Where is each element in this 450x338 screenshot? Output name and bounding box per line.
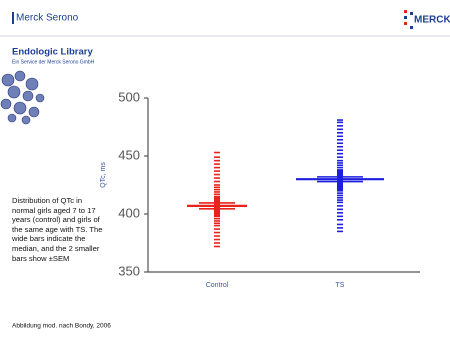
logo-right-icon (404, 10, 413, 29)
library-subtitle: Ein Service der Merck Serono GmbH (12, 59, 95, 65)
logo-right: MERCK (414, 15, 450, 26)
logo-left: Merck Serono (16, 13, 79, 24)
y-tick-label: 350 (118, 263, 140, 278)
description: Distribution of QTc in normal girls aged… (12, 196, 103, 263)
footer-source: Abbildung mod. nach Bondy, 2006 (12, 323, 111, 330)
logo-left-icon (12, 12, 14, 24)
y-tick-label: 400 (118, 205, 140, 220)
x-tick-label: TS (336, 282, 345, 289)
library-title: Endologic Library (12, 47, 93, 58)
y-tick-label: 500 (118, 89, 140, 104)
x-tick-label: Control (206, 282, 229, 289)
y-axis-label: QTc, ms (100, 162, 107, 188)
y-tick-label: 450 (118, 147, 140, 162)
cell-image (0, 70, 45, 125)
